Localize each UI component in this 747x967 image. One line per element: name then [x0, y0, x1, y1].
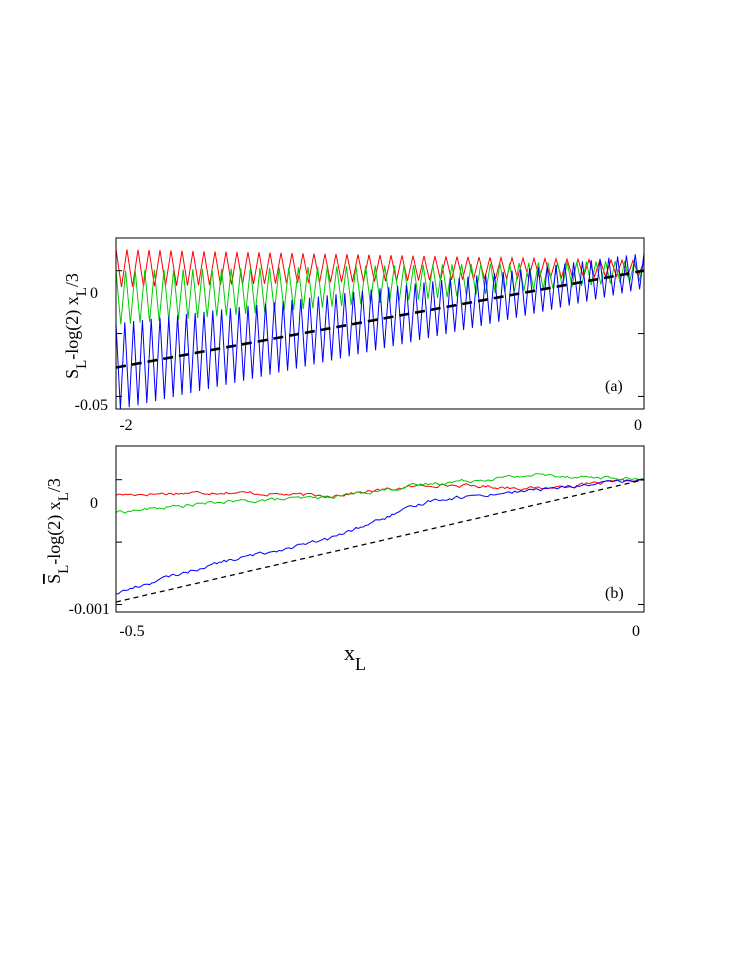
panel-a-series-green	[116, 260, 644, 325]
panel-b-xtick-0: 0	[632, 623, 640, 640]
panel-a-series-reference	[116, 269, 644, 369]
panel-b-ytick-neg0001: -0.001	[69, 601, 110, 618]
panel-a-xtick-0: 0	[634, 417, 642, 434]
panel-a-ytick-0: 0	[90, 285, 98, 302]
panel-b-ticks	[115, 479, 645, 612]
panel-b-series-red	[116, 478, 644, 499]
panel-b-ylabel-sub: L	[56, 565, 72, 574]
panel-a-ylabel: SL-log(2) xL/3	[62, 273, 90, 379]
panel-b-ytick-0: 0	[90, 495, 98, 512]
panel-b-xlabel-sub: L	[355, 654, 366, 674]
panel-a: 0 -0.05 -2 0 (a) SL-log(2) xL/3	[62, 237, 645, 434]
panel-b-ylabel-sub2: L	[56, 492, 72, 501]
panel-b-series-reference	[116, 479, 644, 603]
panel-a-ylabel-main: S	[62, 369, 82, 379]
panel-b-series-blue	[116, 478, 644, 595]
panel-a-ytick-neg005: -0.05	[75, 397, 108, 414]
panel-a-ylabel-sub: L	[74, 360, 90, 369]
panel-a-xtick-neg2: -2	[119, 417, 132, 434]
panel-a-series-blue	[116, 253, 644, 409]
panel-a-series	[116, 249, 644, 409]
panel-a-ylabel-tail: /3	[62, 273, 82, 287]
panel-b-ylabel-tail: /3	[44, 478, 64, 492]
panel-b-ylabel-mid: -log(2) x	[44, 501, 65, 564]
panel-b-series-green	[116, 473, 644, 514]
panel-b-series	[116, 473, 644, 603]
panel-b-xlabel: xL	[344, 640, 366, 674]
panel-a-label: (a)	[605, 378, 623, 395]
panel-a-series-red	[116, 249, 644, 287]
panel-b-ylabel-main: S	[44, 574, 64, 584]
panel-a-ylabel-mid: -log(2) x	[62, 296, 83, 359]
panel-b-xlabel-main: x	[344, 640, 355, 665]
panel-a-ticks	[115, 270, 645, 409]
panel-b-frame	[115, 445, 645, 613]
panel-b-label: (b)	[605, 585, 624, 602]
panel-a-ylabel-sub2: L	[74, 287, 90, 296]
panel-b-xtick-neg05: -0.5	[119, 623, 144, 640]
panel-b-ylabel: SL-log(2) xL/3	[44, 478, 72, 584]
panel-b: 0 -0.001 -0.5 0 (b) SL-log(2) xL/3 xL	[44, 445, 645, 674]
panel-a-frame	[115, 237, 645, 410]
